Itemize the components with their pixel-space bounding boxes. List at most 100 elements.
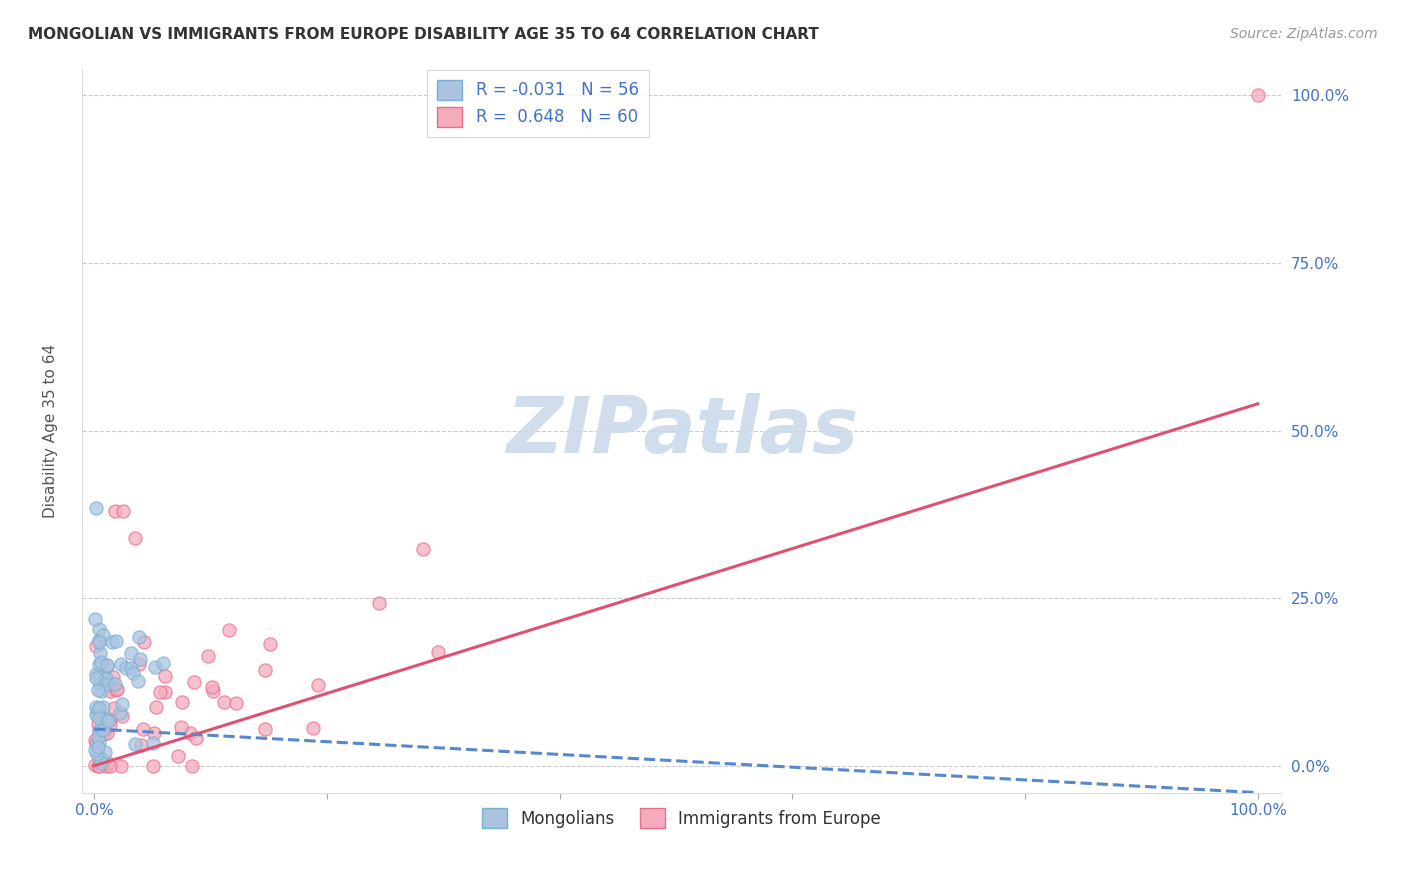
Point [259, 637, 281, 651]
Point [183, 675, 205, 690]
Point [179, 726, 201, 740]
Point [86, 706, 108, 720]
Point [167, 749, 190, 764]
Point [94, 677, 117, 691]
Point [225, 696, 247, 710]
Point [86, 700, 108, 714]
Point [90, 752, 112, 766]
Point [110, 657, 132, 671]
Point [96, 725, 118, 739]
Point [100, 634, 122, 648]
Point [87, 668, 110, 682]
Point [84, 671, 107, 685]
Point [368, 596, 391, 610]
Point [87, 623, 110, 637]
Point [84, 758, 107, 772]
Point [89, 657, 111, 671]
Point [170, 720, 193, 734]
Point [87, 702, 110, 716]
Point [84, 743, 107, 757]
Point [103, 701, 125, 715]
Point [212, 695, 235, 709]
Point [89, 711, 111, 725]
Text: MONGOLIAN VS IMMIGRANTS FROM EUROPE DISABILITY AGE 35 TO 64 CORRELATION CHART: MONGOLIAN VS IMMIGRANTS FROM EUROPE DISA… [28, 27, 818, 42]
Point [89, 632, 111, 647]
Point [89, 646, 111, 660]
Point [104, 504, 127, 518]
Point [181, 759, 204, 773]
Point [96, 658, 118, 673]
Point [84, 639, 107, 653]
Point [110, 759, 132, 773]
Point [105, 681, 128, 696]
Point [87, 730, 110, 744]
Point [127, 674, 149, 689]
Y-axis label: Disability Age 35 to 64: Disability Age 35 to 64 [44, 343, 58, 517]
Point [94, 714, 117, 728]
Point [104, 677, 127, 691]
Point [90, 755, 112, 769]
Point [142, 736, 165, 750]
Point [1247, 88, 1270, 103]
Point [155, 669, 177, 683]
Point [128, 652, 150, 666]
Point [94, 745, 117, 759]
Point [131, 738, 153, 752]
Point [86, 683, 108, 698]
Point [86, 666, 108, 681]
Point [83, 612, 105, 626]
Point [112, 504, 135, 518]
Point [122, 666, 145, 681]
Point [218, 623, 240, 637]
Point [84, 736, 107, 750]
Point [86, 739, 108, 754]
Point [426, 645, 449, 659]
Point [87, 759, 110, 773]
Point [90, 683, 112, 698]
Point [96, 671, 118, 685]
Point [152, 657, 174, 671]
Point [115, 661, 138, 675]
Point [93, 628, 115, 642]
Point [96, 759, 118, 773]
Point [197, 648, 219, 663]
Point [97, 714, 120, 728]
Point [254, 663, 277, 677]
Point [143, 726, 166, 740]
Point [128, 630, 150, 644]
Point [86, 500, 108, 515]
Point [149, 685, 172, 699]
Point [91, 700, 114, 714]
Point [98, 684, 121, 698]
Point [84, 708, 107, 723]
Point [142, 759, 165, 773]
Point [94, 673, 117, 687]
Point [132, 635, 155, 649]
Point [98, 713, 121, 727]
Point [302, 721, 325, 735]
Point [145, 700, 167, 714]
Point [120, 660, 142, 674]
Point [128, 657, 150, 671]
Point [89, 634, 111, 648]
Point [89, 676, 111, 690]
Point [412, 542, 434, 557]
Point [111, 698, 134, 712]
Point [153, 685, 176, 699]
Point [90, 756, 112, 771]
Point [120, 646, 142, 660]
Point [253, 722, 276, 736]
Text: Source: ZipAtlas.com: Source: ZipAtlas.com [1230, 27, 1378, 41]
Point [98, 759, 121, 773]
Point [87, 717, 110, 731]
Point [104, 634, 127, 648]
Point [143, 660, 166, 674]
Legend: Mongolians, Immigrants from Europe: Mongolians, Immigrants from Europe [475, 801, 887, 835]
Point [131, 722, 153, 736]
Point [111, 708, 134, 723]
Point [89, 735, 111, 749]
Point [93, 723, 115, 738]
Point [202, 684, 225, 698]
Point [97, 756, 120, 770]
Point [201, 680, 224, 694]
